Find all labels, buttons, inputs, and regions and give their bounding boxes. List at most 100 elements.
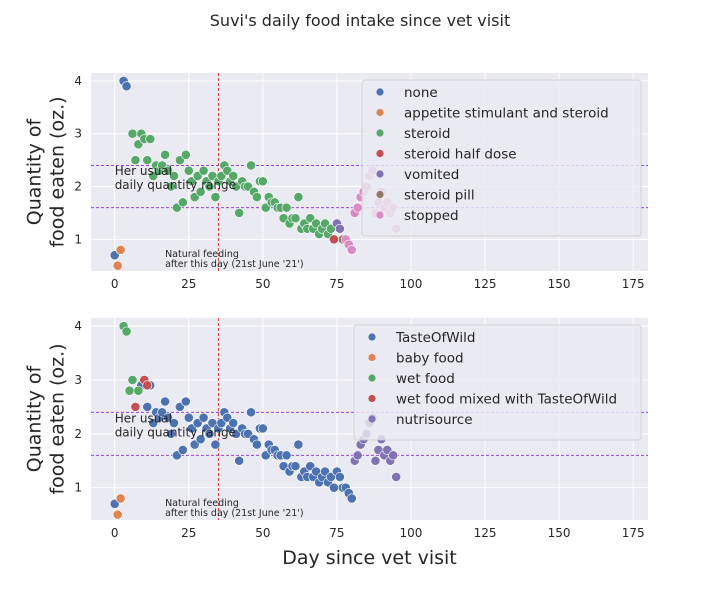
legend-marker [376,129,384,137]
data-point [246,160,256,171]
chart-title: Suvi's daily food intake since vet visit [210,11,510,30]
data-point [160,396,170,407]
legend: none appetite stimulant and steroid steroi… [361,79,642,237]
data-point [329,482,339,493]
data-point [204,428,215,439]
x-tick-label: 150 [548,277,571,291]
data-point [293,192,304,202]
data-point [133,385,144,396]
data-point [198,165,209,176]
data-point [127,375,138,385]
data-point [388,450,399,461]
data-point [346,493,357,504]
x-tick-label: 125 [474,526,497,540]
data-point [252,192,262,202]
x-tick-label: 75 [329,526,344,540]
data-point [334,223,345,234]
data-point [290,213,301,224]
legend-marker [376,211,384,219]
data-point [169,418,179,428]
x-tick-label: 0 [111,277,119,291]
data-point [142,380,153,391]
data-point [290,461,301,472]
legend-label: stopped [404,208,459,224]
legend-label: nutrisource [396,412,473,428]
data-point [281,202,292,213]
data-point [142,155,153,166]
data-point [112,509,123,520]
legend-marker [376,170,384,178]
y-tick-label: 1 [74,232,82,246]
x-tick-label: 50 [255,277,270,291]
x-tick-label: 25 [181,277,196,291]
data-point [166,428,176,439]
x-tick-label: 175 [622,526,645,540]
data-point [160,149,170,160]
data-point [130,155,141,166]
legend-label: vomited [404,167,459,183]
legend-box [361,79,642,237]
legend-label: steroid [404,126,450,142]
data-point [121,326,132,337]
data-point [198,412,209,423]
axes-bottom: Her usual daily quantity range Natural fee… [24,318,648,569]
y-tick-label: 4 [74,74,82,88]
data-point [169,171,179,181]
legend-label: TasteOfWild [395,330,475,346]
x-tick-label: 75 [329,277,344,291]
data-point [228,171,239,181]
legend-box [353,324,642,441]
data-point [180,149,191,160]
data-point [166,181,176,192]
x-tick-label: 150 [548,526,571,540]
data-point [195,186,206,197]
data-point [252,439,262,450]
data-point [204,181,215,192]
data-point [183,165,194,176]
data-point [334,472,345,482]
legend-marker [368,394,376,403]
data-point [121,81,132,92]
legend-marker [368,333,376,341]
data-point [177,197,188,208]
data-point [124,385,135,396]
x-tick-label: 25 [181,526,196,540]
data-point [130,401,141,412]
legend-label: wet food [396,371,455,387]
usual-range-annotation: Her usual daily quantity range [115,164,236,192]
legend-label: appetite stimulant and steroid [404,106,609,122]
data-point [145,134,156,144]
legend-label: steroid pill [404,188,475,204]
legend-marker [376,190,384,199]
data-point [370,455,381,466]
data-point [391,472,402,482]
data-point [177,445,188,455]
legend-marker [368,374,376,382]
legend-marker [376,88,384,96]
data-point [180,396,191,407]
data-point [281,450,292,461]
legend-marker [376,149,384,158]
data-point [210,192,221,202]
data-point [257,423,268,434]
legend: TasteOfWild baby food wet food wet food mix… [353,324,642,441]
data-point [234,455,245,466]
x-tick-label: 50 [255,526,270,540]
y-tick-label: 3 [74,127,82,141]
x-tick-label: 125 [474,277,497,291]
data-point [210,439,221,450]
data-point [228,418,239,428]
data-point [127,128,138,139]
x-tick-label: 100 [400,526,423,540]
y-axis-label: Quantity offood eaten (oz.) [24,343,69,494]
data-point [183,412,194,423]
y-tick-label: 2 [74,180,82,194]
x-tick-label: 175 [622,277,645,291]
usual-range-annotation: Her usual daily quantity range [115,412,236,440]
data-point [329,234,339,245]
data-point [346,244,357,255]
data-point [195,434,206,445]
legend-label: steroid half dose [404,147,517,163]
data-point [115,493,126,504]
